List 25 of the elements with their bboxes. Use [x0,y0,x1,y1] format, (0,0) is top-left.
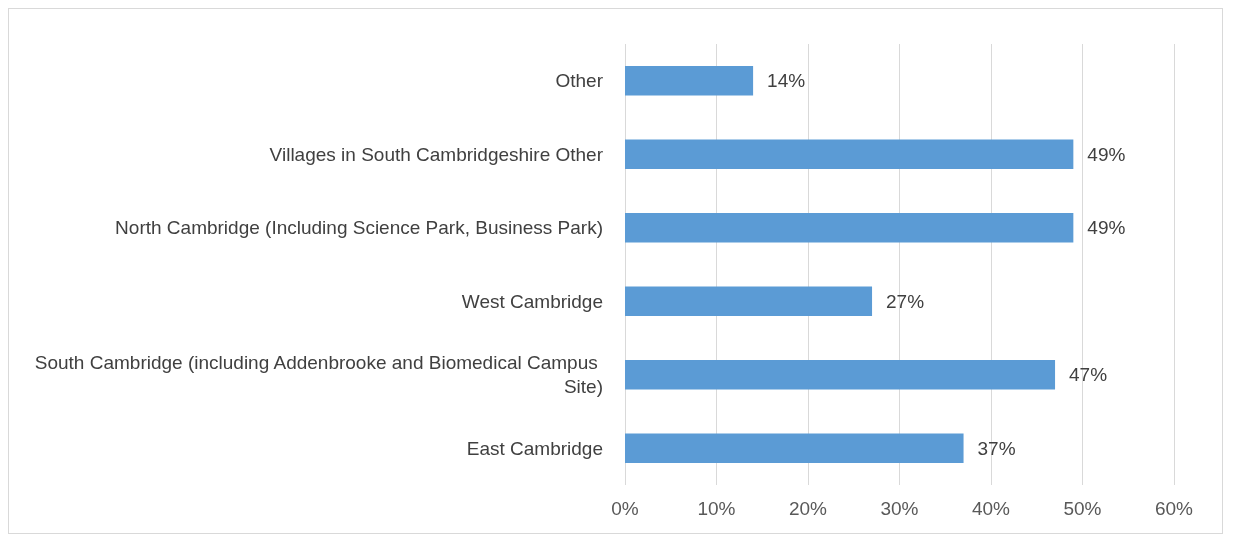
y-tick-label: North Cambridge (Including Science Park, Business Park) [115,217,603,239]
y-tick-label: Other [555,70,604,92]
x-tick-label: 60% [1154,498,1194,519]
x-tick-label: 20% [788,498,828,519]
data-label: 47% [1069,364,1108,386]
bar [625,66,754,96]
data-label: 37% [977,437,1016,459]
y-tick-label: South Cambridge (including Addenbrooke and Biomedical Campus Site) [34,352,603,398]
x-tick-label: 0% [611,498,639,519]
bar [625,286,873,316]
bar [625,139,1074,169]
bar [625,360,1056,390]
data-label: 49% [1087,217,1126,239]
x-tick-label: 10% [697,498,736,519]
data-label: 14% [767,70,806,92]
y-tick-label: East Cambridge [466,437,603,459]
x-tick-label: 50% [1063,498,1102,519]
bar [625,433,964,463]
bar [625,213,1074,243]
x-tick-label: 40% [971,498,1011,519]
data-label: 49% [1087,143,1126,165]
y-tick-label: Villages in South Cambridgeshire Other [269,143,604,165]
data-label: 27% [886,290,925,312]
x-tick-label: 30% [880,498,919,519]
y-tick-label: West Cambridge [461,290,603,312]
